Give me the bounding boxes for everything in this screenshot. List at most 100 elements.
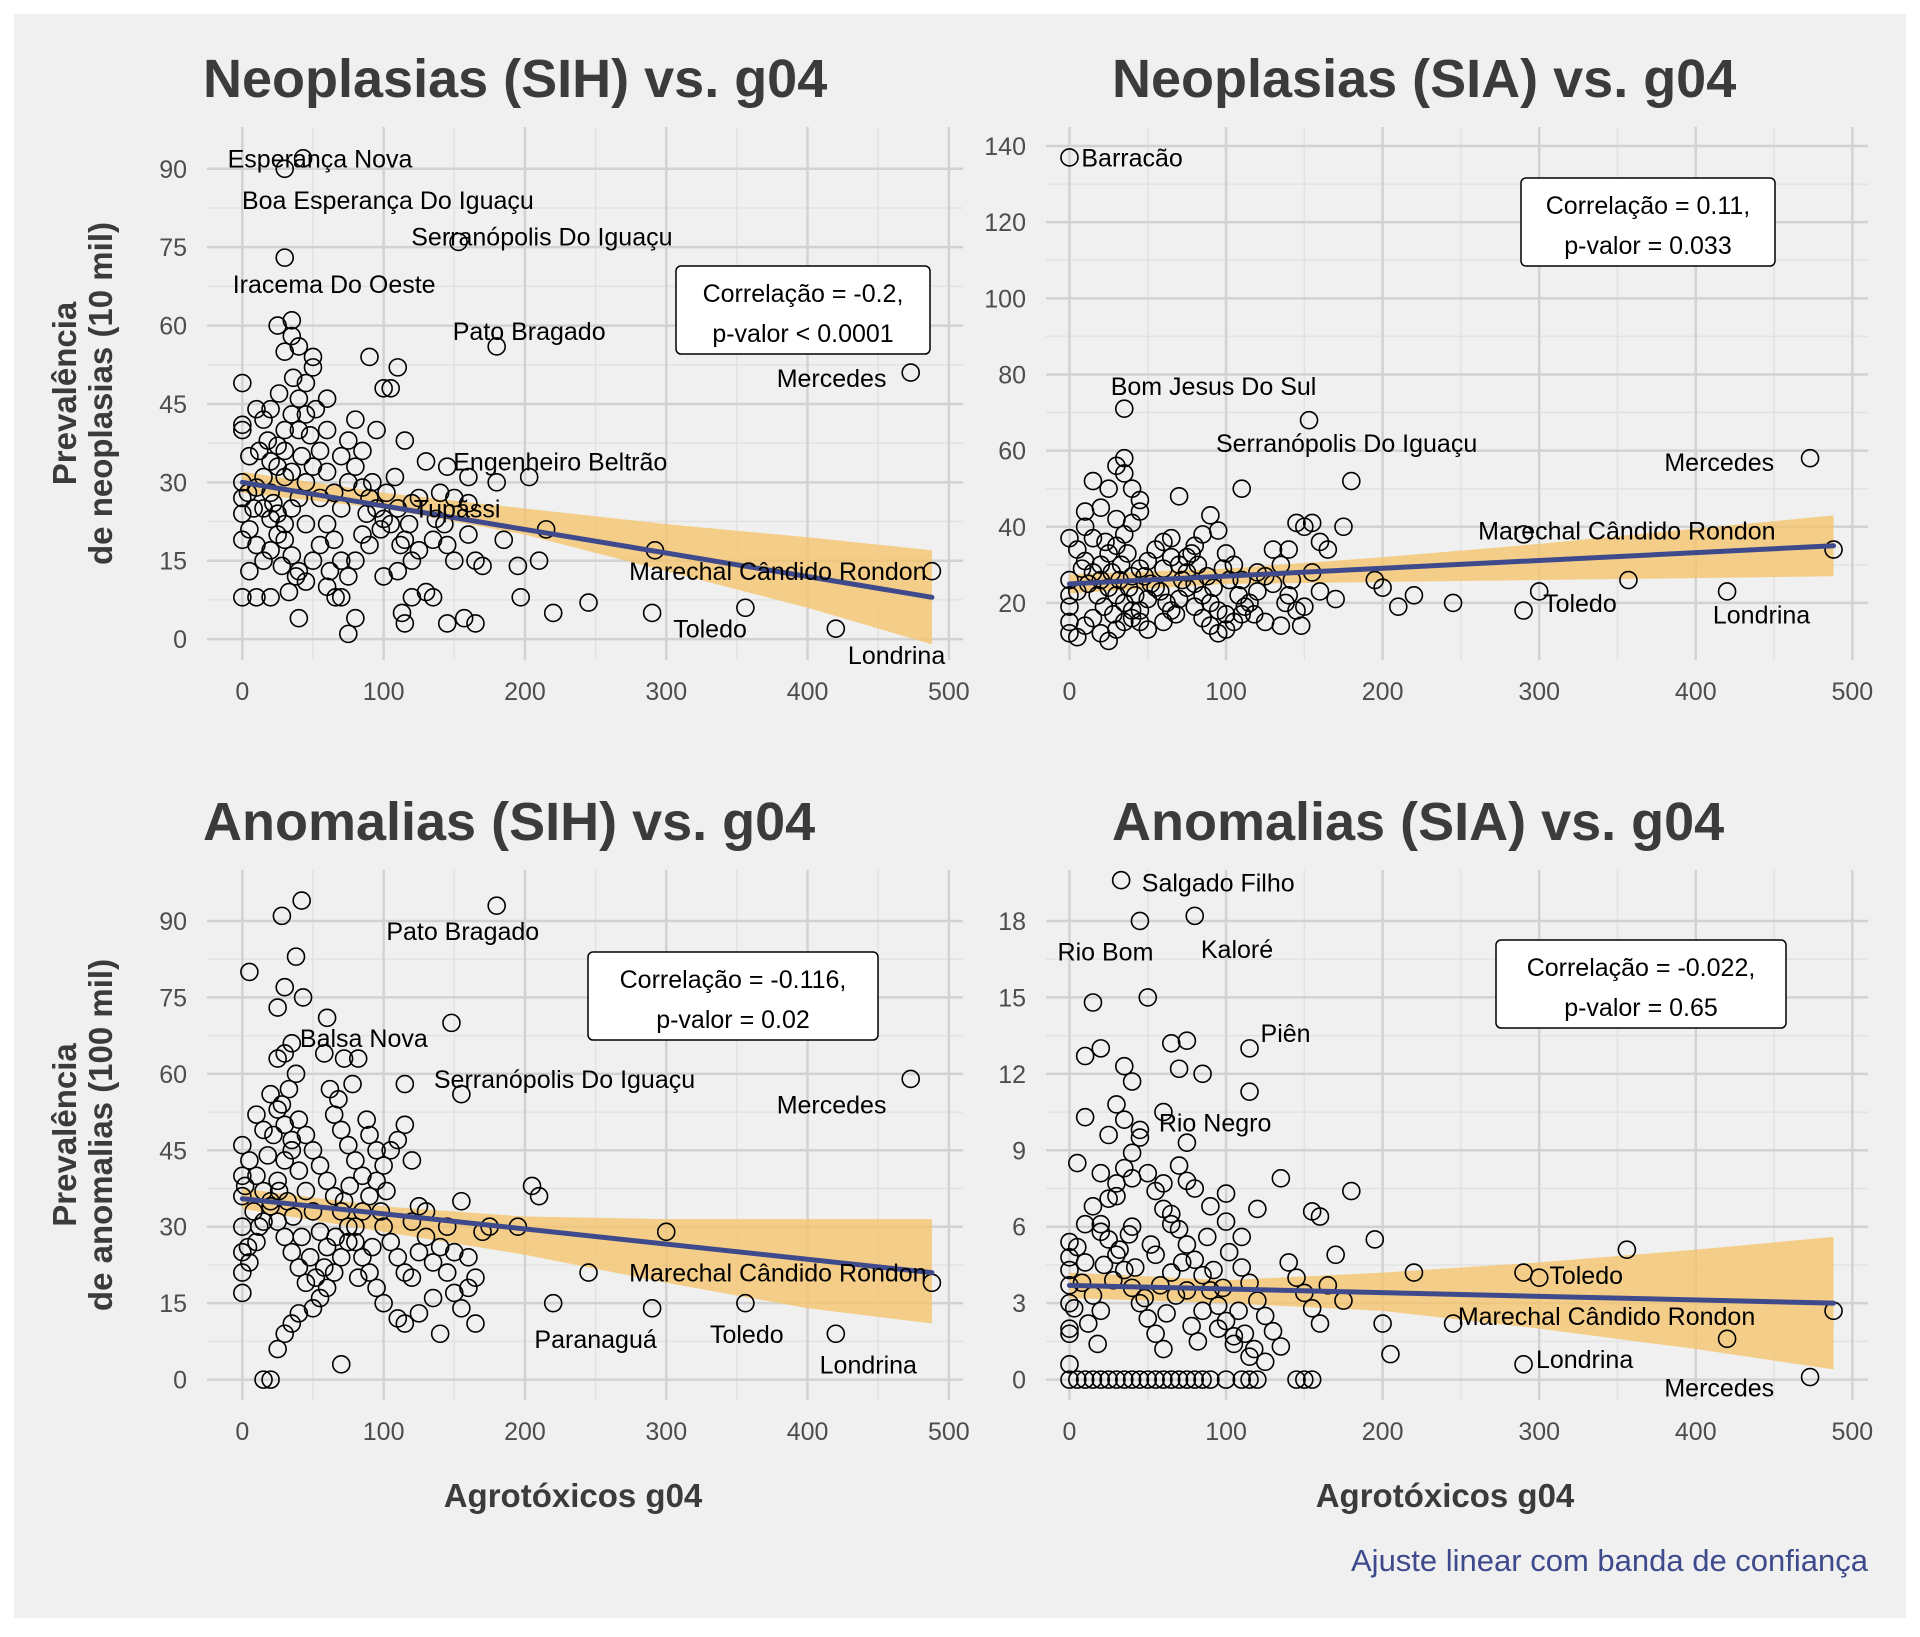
scatter-point: [642, 603, 662, 623]
scatter-point: [296, 572, 316, 591]
scatter-point: [1154, 1339, 1173, 1359]
x-tick-label: 300: [1518, 1418, 1560, 1446]
plot-area: [207, 870, 963, 1400]
scatter-point: [292, 891, 311, 910]
annotation-box: [1495, 939, 1787, 1029]
scatter-point: [1310, 1207, 1330, 1226]
scatter-point: [1514, 601, 1533, 620]
scatter-point: [261, 483, 280, 503]
scatter-point: [1326, 1245, 1345, 1265]
scatter-point: [1619, 570, 1638, 590]
scatter-point: [1064, 1298, 1084, 1318]
scatter-point: [233, 420, 252, 440]
scatter-point: [293, 988, 313, 1007]
y-tick-label: 40: [998, 514, 1026, 542]
x-tick-label: 500: [1831, 678, 1873, 706]
scatter-point: [1107, 1186, 1126, 1206]
scatter-point: [1138, 988, 1158, 1007]
y-tick-label: 90: [159, 156, 187, 184]
scatter-point: [331, 551, 351, 571]
scatter-point: [402, 587, 422, 607]
scatter-point: [282, 1140, 302, 1160]
scatter-point: [1114, 464, 1134, 483]
scatter-point: [353, 1248, 372, 1267]
scatter-point: [1122, 1072, 1142, 1091]
scatter-point: [1078, 1314, 1098, 1333]
scatter-point: [275, 1324, 295, 1344]
point-label: Serranópolis Do Iguaçu: [434, 1066, 695, 1094]
scatter-point: [826, 619, 846, 638]
scatter-point: [1114, 1158, 1134, 1178]
scatter-point: [331, 1355, 351, 1374]
scatter-point: [409, 540, 429, 560]
scatter-point: [1099, 1189, 1118, 1209]
scatter-point: [1094, 1255, 1114, 1275]
scatter-point: [282, 1130, 302, 1150]
scatter-point: [642, 1298, 662, 1318]
y-tick-label: 20: [998, 590, 1026, 618]
scatter-point: [339, 624, 358, 644]
scatter-point: [1295, 1370, 1314, 1389]
scatter-point: [1365, 570, 1385, 590]
x-tick-label: 400: [787, 678, 829, 706]
scatter-point: [346, 608, 365, 628]
scatter-point: [247, 587, 266, 607]
scatter-point: [409, 1304, 429, 1323]
scatter-point: [296, 514, 316, 534]
figure-caption: Ajuste linear com banda de confiança: [1351, 1543, 1869, 1578]
scatter-point: [353, 525, 372, 544]
scatter-point: [360, 1263, 379, 1282]
scatter-point: [1229, 585, 1248, 605]
scatter-point: [1271, 616, 1291, 636]
point-label: Marechal Cândido Rondon: [1478, 518, 1775, 546]
scatter-point: [1193, 1265, 1212, 1285]
scatter-point: [473, 556, 492, 576]
scatter-point: [377, 483, 396, 503]
scatter-point: [409, 1242, 429, 1262]
scatter-point: [395, 1115, 415, 1135]
scatter-point: [254, 551, 273, 571]
y-axis-title: de neoplasias (10 mil): [82, 222, 119, 565]
scatter-point: [247, 535, 266, 555]
confidence-band: [1069, 1236, 1834, 1370]
scatter-point: [1193, 1370, 1212, 1389]
x-tick-label: 400: [1675, 1418, 1717, 1446]
scatter-point: [459, 467, 478, 487]
scatter-point: [1219, 1242, 1239, 1262]
scatter-point: [922, 561, 942, 581]
fit-line: [1066, 543, 1837, 587]
scatter-point: [1177, 1235, 1197, 1254]
scatter-point: [282, 311, 302, 330]
scatter-point: [292, 1227, 311, 1247]
x-tick-label: 400: [1675, 678, 1717, 706]
point-label: Salgado Filho: [1142, 870, 1295, 898]
scatter-point: [1279, 585, 1298, 605]
panel-title: Neoplasias (SIA) vs. g04: [1112, 49, 1736, 109]
scatter-point: [1099, 1370, 1118, 1389]
scatter-point: [1083, 1197, 1103, 1216]
scatter-point: [1193, 1064, 1212, 1084]
point-label: Londrina: [848, 642, 945, 670]
point-label: Serranópolis Do Iguaçu: [411, 224, 672, 252]
scatter-point: [339, 473, 358, 492]
scatter-point: [1083, 993, 1103, 1012]
scatter-point: [240, 561, 259, 581]
scatter-point: [1161, 1033, 1181, 1053]
annotation-line: Correlação = -0.2,: [703, 280, 904, 308]
y-tick-label: 6: [1012, 1214, 1026, 1242]
scatter-point: [233, 1263, 252, 1282]
scatter-point: [289, 420, 309, 440]
scatter-point: [444, 488, 464, 508]
scatter-point: [1279, 1253, 1298, 1272]
scatter-point: [346, 410, 365, 429]
scatter-point: [1157, 593, 1176, 613]
scatter-point: [1130, 1370, 1150, 1389]
scatter-point: [1060, 1293, 1079, 1313]
y-tick-label: 120: [984, 209, 1026, 237]
scatter-point: [272, 1095, 292, 1114]
scatter-point: [240, 446, 259, 466]
x-tick-label: 500: [1831, 1418, 1873, 1446]
scatter-point: [293, 149, 313, 168]
scatter-point: [402, 1212, 422, 1231]
